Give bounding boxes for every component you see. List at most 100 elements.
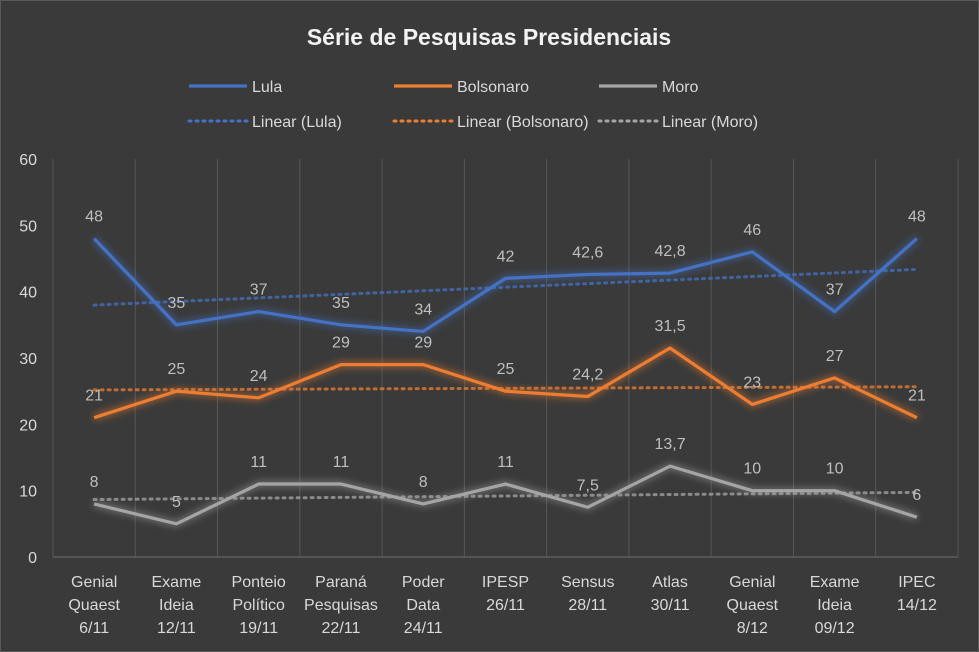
data-label: 8 (90, 474, 99, 491)
series-line (93, 464, 918, 526)
series-lines (92, 237, 918, 526)
x-category-line: 26/11 (486, 597, 525, 614)
legend-label: Linear (Lula) (252, 114, 342, 131)
trendline (92, 267, 919, 307)
data-label: 25 (497, 361, 515, 378)
x-category-line: Político (232, 597, 285, 614)
data-label: 21 (908, 388, 926, 405)
x-category-line: 14/12 (897, 597, 937, 614)
data-label: 11 (333, 454, 350, 471)
trendlines (92, 267, 919, 502)
data-label: 7,5 (577, 477, 599, 494)
y-tick-label: 20 (19, 417, 37, 434)
x-category-line: IPESP (482, 574, 529, 591)
x-category-line: IPEC (898, 574, 935, 591)
data-label: 37 (826, 282, 844, 299)
y-tick-label: 40 (19, 285, 37, 302)
legend-label: Linear (Bolsonaro) (457, 114, 589, 131)
data-label: 48 (85, 209, 103, 226)
data-label: 21 (85, 388, 103, 405)
x-category-line: Ponteio (232, 574, 286, 591)
x-category-line: Exame (810, 574, 860, 591)
x-category-line: Paraná (315, 574, 367, 591)
x-category-label: Atlas 30/11 (651, 574, 690, 614)
x-category-label: IPEC 14/12 (897, 574, 937, 614)
x-category-line: 12/11 (157, 620, 196, 637)
y-tick-label: 50 (19, 218, 37, 235)
data-label: 8 (419, 474, 428, 491)
x-category-label: Ponteio Político 19/11 (232, 574, 286, 637)
x-category-line: 8/12 (737, 620, 768, 637)
data-label: 35 (168, 295, 186, 312)
data-label: 48 (908, 209, 926, 226)
x-category-line: Exame (152, 574, 202, 591)
x-category-label: Exame Ideia 09/12 (810, 574, 860, 637)
legend-label: Moro (662, 79, 699, 96)
x-category-line: 28/11 (568, 597, 607, 614)
x-category-line: 30/11 (651, 597, 690, 614)
chart-title: Série de Pesquisas Presidenciais (307, 24, 671, 50)
data-label: 23 (743, 374, 761, 391)
x-category-label: Sensus 28/11 (561, 574, 614, 614)
data-label: 31,5 (654, 318, 685, 335)
data-label: 29 (414, 335, 432, 352)
data-label: 29 (332, 335, 350, 352)
data-labels: 48 35 37 35 34 42 42,6 42,8 46 37 48 21 25 24 29 29 25 24… (85, 209, 926, 511)
x-category-line: Ideia (159, 597, 194, 614)
x-category-line: Atlas (652, 574, 688, 591)
x-category-line: Quaest (68, 597, 120, 614)
x-category-line: Quaest (727, 597, 779, 614)
x-category-line: 6/11 (79, 620, 109, 637)
data-label: 46 (743, 222, 761, 239)
data-label: 37 (250, 282, 268, 299)
x-category-label: Genial Quaest 8/12 (727, 574, 779, 637)
trendline (92, 490, 919, 502)
legend-label: Bolsonaro (457, 79, 529, 96)
series-line (92, 237, 918, 334)
x-category-label: Poder Data 24/11 (402, 574, 445, 637)
y-tick-label: 60 (19, 152, 37, 169)
series-line (93, 346, 918, 420)
data-label: 24 (250, 368, 268, 385)
x-category-label: Exame Ideia 12/11 (152, 574, 202, 637)
data-label: 10 (826, 461, 844, 478)
legend: Lula Bolsonaro Moro Linear (Lula) Linear (Bo… (187, 79, 758, 131)
legend-label: Linear (Moro) (662, 114, 758, 131)
x-category-line: Data (406, 597, 440, 614)
x-category-line: 22/11 (322, 620, 361, 637)
data-label: 11 (250, 454, 267, 471)
y-axis: 0 10 20 30 40 50 60 (19, 152, 37, 567)
x-category-label: Genial Quaest 6/11 (68, 574, 120, 637)
data-label: 27 (826, 348, 844, 365)
data-label: 24,2 (572, 366, 603, 383)
x-category-line: Sensus (561, 574, 614, 591)
data-label: 42,8 (654, 243, 685, 260)
y-tick-label: 10 (19, 484, 37, 501)
x-category-label: IPESP 26/11 (482, 574, 529, 614)
gridlines (52, 159, 959, 558)
data-label: 6 (912, 487, 921, 504)
data-label: 42,6 (572, 244, 603, 261)
data-label: 25 (168, 361, 186, 378)
x-category-line: 24/11 (404, 620, 443, 637)
legend-label: Lula (252, 79, 282, 96)
data-label: 5 (172, 494, 181, 511)
x-category-line: Genial (729, 574, 775, 591)
x-category-label: Paraná Pesquisas 22/11 (304, 574, 378, 637)
y-tick-label: 30 (19, 351, 37, 368)
data-label: 11 (497, 454, 514, 471)
x-category-line: Ideia (817, 597, 852, 614)
x-category-line: Genial (71, 574, 117, 591)
y-tick-label: 0 (28, 550, 37, 567)
data-label: 34 (414, 301, 432, 318)
data-label: 42 (497, 248, 515, 265)
x-category-line: Pesquisas (304, 597, 378, 614)
x-category-line: 09/12 (815, 620, 855, 637)
x-category-line: Poder (402, 574, 445, 591)
x-category-line: 19/11 (239, 620, 278, 637)
data-label: 35 (332, 295, 350, 312)
data-label: 10 (743, 461, 761, 478)
